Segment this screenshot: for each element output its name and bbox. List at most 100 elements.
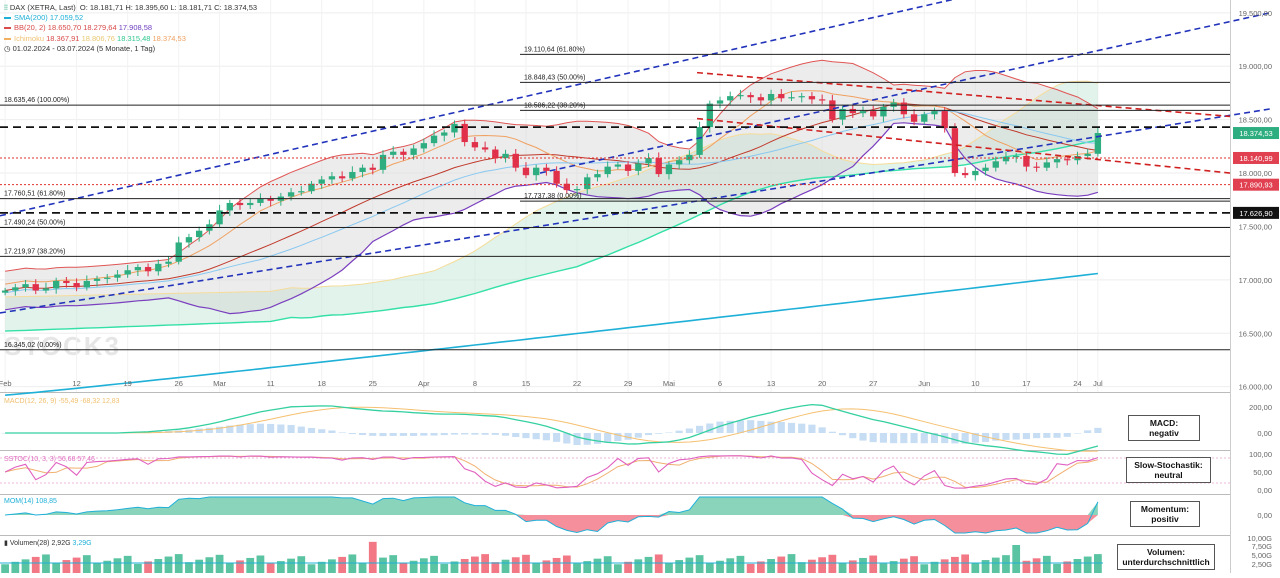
macd-histogram-bar <box>614 433 622 441</box>
candle-body <box>624 164 632 171</box>
candle-body <box>584 177 591 190</box>
ichimoku-span-b-line <box>5 139 1099 332</box>
trend-channel-upper-line <box>0 0 955 217</box>
volume-bar <box>430 555 438 573</box>
macd-histogram-bar <box>849 433 857 439</box>
volume-bar <box>82 555 91 573</box>
legend-bb-upper: 18.650,70 <box>47 23 82 33</box>
legend-period: 01.02.2024 - 03.07.2024 (5 Monate, 1 Tag… <box>12 43 156 53</box>
macd-histogram-bar <box>1063 433 1071 437</box>
candle-body <box>369 167 376 170</box>
volume-bar <box>767 559 775 573</box>
macd-histogram-bar <box>920 433 928 444</box>
time-axis-label: 20 <box>818 379 826 388</box>
macd-histogram-bar <box>522 433 530 439</box>
momentum-positive-area <box>5 497 1098 515</box>
macd-histogram-bar <box>1053 433 1061 438</box>
candle-body <box>982 167 989 171</box>
chart-logo-icon: ⫶⫶ <box>4 3 8 12</box>
volume-bar <box>562 555 571 573</box>
volume-bar <box>603 556 612 573</box>
macd-histogram-bar <box>777 421 785 433</box>
time-axis-label: Mai <box>663 379 675 388</box>
volume-bar <box>471 556 479 573</box>
price-axis-label: 17.000,00 <box>1239 276 1272 285</box>
candle-body <box>706 103 713 128</box>
candle-body <box>655 158 662 175</box>
volume-bar <box>889 561 898 573</box>
volume-bar <box>399 563 408 573</box>
macd-histogram-bar <box>767 421 775 433</box>
macd-histogram-bar <box>879 433 887 443</box>
volume-bar <box>818 557 827 573</box>
fib-level-label: 18.635,46 (100.00%) <box>4 97 69 104</box>
momentum-status-title: Momentum: <box>1140 504 1190 514</box>
candle-body <box>1013 155 1020 158</box>
candle-body <box>737 95 744 97</box>
macd-histogram-bar <box>869 433 877 443</box>
volume-bar <box>1032 558 1041 573</box>
legend-sma-value: 17.059,52 <box>49 13 84 23</box>
volume-bar <box>532 562 541 573</box>
vol-axis-label: 7,50G <box>1252 542 1273 551</box>
macd-histogram-bar <box>665 432 673 434</box>
macd-histogram-bar <box>1022 433 1030 440</box>
volume-bar <box>52 562 61 573</box>
macd-histogram-bar <box>900 433 908 444</box>
time-axis-label: 18 <box>318 379 326 388</box>
stoch-axis-label: 100,00 <box>1249 450 1272 459</box>
candle-body <box>216 210 223 225</box>
macd-histogram-bar <box>838 433 847 436</box>
fib-level-label: 17.219,97 (38.20%) <box>4 248 66 255</box>
macd-histogram-bar <box>328 430 336 433</box>
candle-body <box>104 277 111 279</box>
macd-histogram-bar <box>512 433 520 438</box>
candle-body <box>961 173 969 176</box>
volume-bar <box>1042 555 1051 573</box>
volume-bar <box>93 563 101 573</box>
time-axis-label: Jul <box>1093 379 1103 388</box>
macd-histogram-bar <box>338 432 346 433</box>
volume-bar <box>276 561 285 573</box>
volume-bar <box>103 560 112 573</box>
candle-body <box>573 189 581 191</box>
macd-histogram-bar <box>859 433 867 441</box>
volume-bar <box>848 560 857 573</box>
volume-bar <box>1022 560 1031 573</box>
volume-bar <box>552 557 561 573</box>
sma200-line <box>5 272 1098 396</box>
time-axis-label: 17 <box>1022 379 1030 388</box>
stoch-d-line <box>4 455 1099 489</box>
volume-bar <box>644 556 653 573</box>
candle-body <box>502 153 509 159</box>
candle-body <box>778 93 785 99</box>
volume-legend-label: Volumen(28) <box>9 540 50 547</box>
candle-body <box>951 128 959 174</box>
volume-bar <box>287 558 295 573</box>
volume-bar <box>205 557 214 573</box>
candle-body <box>727 96 734 101</box>
legend-bb-lower: 17.908,58 <box>118 23 153 33</box>
macd-status-title: MACD: <box>1149 418 1179 428</box>
candle-body <box>910 114 918 122</box>
volume-bar <box>899 558 908 573</box>
volume-bar <box>859 557 867 573</box>
candle-body <box>747 95 754 98</box>
candle-body <box>461 123 468 143</box>
candle-body <box>93 278 101 281</box>
macd-histogram-bar <box>736 420 745 433</box>
volume-bar <box>266 563 275 573</box>
volume-bar <box>225 562 234 573</box>
macd-histogram-bar <box>430 433 438 436</box>
ichimoku-span-a-line <box>5 80 1099 298</box>
candle-body <box>390 151 397 155</box>
legend-ichimoku-label: Ichimoku <box>14 33 45 43</box>
bollinger-lower-line <box>5 122 1099 315</box>
price-tag-bg <box>1233 178 1279 191</box>
volume-bar <box>522 554 530 573</box>
macd-histogram-bar <box>747 420 755 433</box>
price-axis-label: 17.500,00 <box>1239 222 1272 231</box>
macd-status-box: MACD: negativ <box>1128 415 1200 441</box>
price-axis-label: 19.000,00 <box>1239 62 1272 71</box>
ichimoku-chikou-line <box>5 90 1099 285</box>
